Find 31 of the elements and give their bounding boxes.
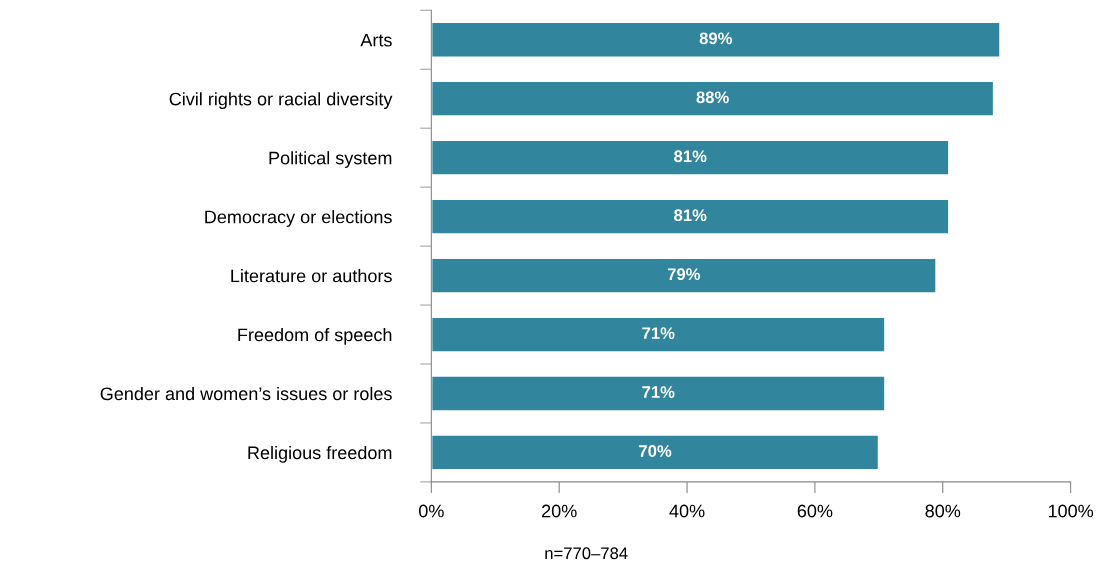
y-tick-label: Arts (360, 33, 392, 47)
data-label: 71% (642, 386, 675, 398)
y-tick-label: Literature or authors (231, 269, 392, 283)
y-tick-label: Gender and women’s issues or roles (100, 386, 392, 401)
data-label: 70% (639, 445, 672, 457)
bar (431, 197, 951, 236)
y-tick-label: Political system (269, 151, 392, 168)
y-tick-label: Civil rights or racial diversity (169, 92, 393, 109)
y-tick-label: Democracy or elections (205, 210, 392, 227)
bar (431, 433, 880, 472)
x-tick-label: 20% (542, 504, 577, 518)
bar (431, 138, 951, 177)
y-tick-label: Religious freedom (248, 445, 392, 463)
bar (431, 256, 938, 295)
bar (431, 374, 887, 413)
y-tick-label: Freedom of speech (238, 327, 392, 345)
x-tick-label: 60% (797, 504, 833, 518)
x-tick-label: 80% (925, 504, 961, 518)
bar (431, 315, 887, 354)
data-label: 89% (699, 32, 733, 45)
bar (431, 21, 1002, 59)
data-label: 81% (674, 209, 707, 222)
x-tick-label: 100% (1048, 504, 1094, 518)
data-label: 71% (642, 327, 675, 339)
data-label: 81% (674, 150, 707, 163)
text: n=770–784 (545, 547, 628, 560)
bar (431, 79, 995, 118)
data-label: 79% (667, 268, 701, 281)
x-tick-label: 0% (419, 504, 444, 518)
x-tick-label: 40% (669, 504, 705, 518)
data-label: 88% (696, 91, 729, 104)
